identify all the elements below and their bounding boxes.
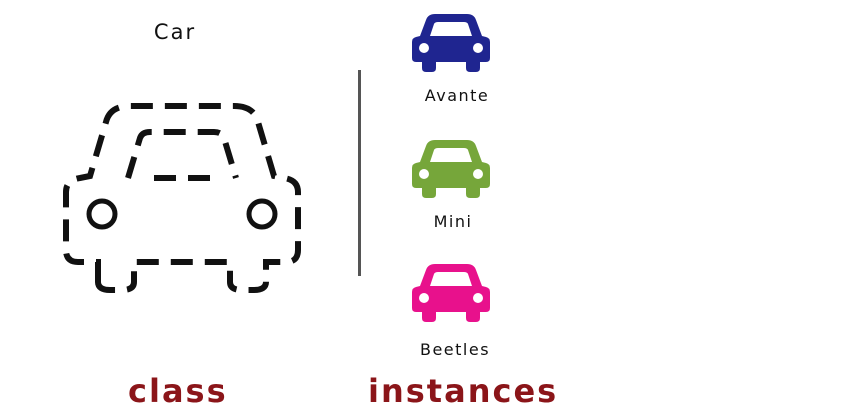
instance-label: Avante [424, 86, 490, 105]
car-icon-avante [412, 14, 490, 72]
class-car-outline-icon [63, 103, 301, 293]
class-caption: class [128, 372, 228, 410]
car-icon-beetles [412, 264, 490, 322]
car-icon-mini [412, 140, 490, 198]
divider-line [358, 70, 361, 276]
instances-caption: instances [368, 372, 559, 410]
class-name-label: Car [153, 20, 197, 44]
instance-label: Mini [433, 212, 473, 231]
instance-label: Beetles [419, 340, 491, 359]
